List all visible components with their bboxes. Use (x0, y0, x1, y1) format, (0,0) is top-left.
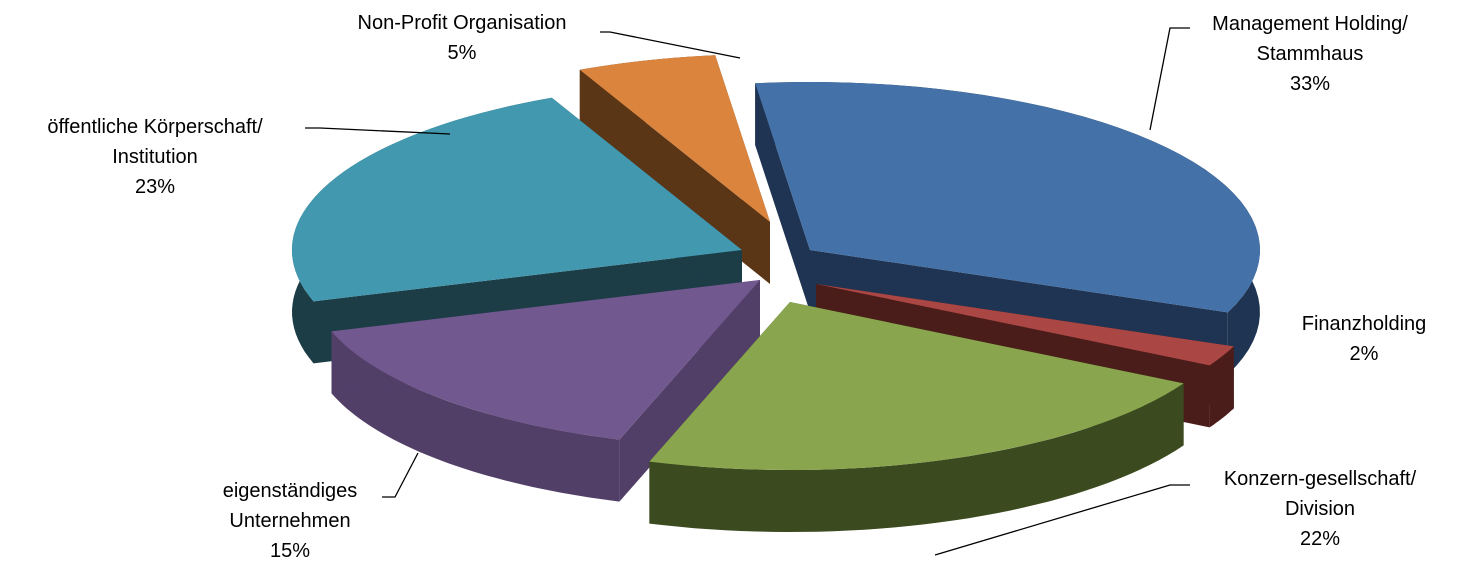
pie-slice-side-2 (649, 383, 1184, 532)
pie-slice-0 (755, 82, 1260, 313)
leader-line-0 (1149, 27, 1190, 131)
slice-category-label-0: Management Holding/ (1212, 13, 1408, 35)
pie-top-layer (291, 55, 1260, 471)
slice-percent-label-4: 23% (135, 176, 175, 198)
pie-slice-4 (291, 97, 742, 302)
slice-category-label-5: Non-Profit Organisation (358, 12, 567, 34)
slice-percent-label-3: 15% (270, 540, 310, 562)
pie-label-layer: Management Holding/Stammhaus 33% Finanzhol… (47, 12, 1426, 562)
leader-line-2 (934, 484, 1190, 556)
slice-category-label-0: Stammhaus (1257, 43, 1364, 65)
pie-slice-wall-0-0 (755, 83, 810, 312)
slice-category-label-4: Institution (112, 146, 198, 168)
leader-line-5 (600, 31, 741, 59)
pie-slice-2 (649, 302, 1184, 471)
pie-slice-wall-5-0 (579, 69, 770, 284)
slice-percent-label-1: 2% (1350, 343, 1379, 365)
pie-slice-3 (331, 280, 760, 440)
pie-slice-5 (579, 55, 770, 222)
leader-line-4 (305, 127, 451, 135)
pie-slice-1 (816, 284, 1234, 366)
slice-percent-label-2: 22% (1300, 528, 1340, 550)
slice-category-label-1: Finanzholding (1302, 313, 1427, 335)
slice-category-label-3: eigenständiges (223, 480, 358, 502)
slice-category-label-4: öffentliche Körperschaft/ (47, 116, 263, 138)
slice-category-label-2: Division (1285, 498, 1355, 520)
leader-line-3 (382, 452, 419, 498)
slice-category-label-3: Unternehmen (229, 510, 350, 532)
slice-percent-label-0: 33% (1290, 73, 1330, 95)
slice-percent-label-5: 5% (448, 42, 477, 64)
pie-slice-side-3 (331, 331, 620, 502)
slice-category-label-2: Konzern-gesellschaft/ (1224, 468, 1417, 490)
